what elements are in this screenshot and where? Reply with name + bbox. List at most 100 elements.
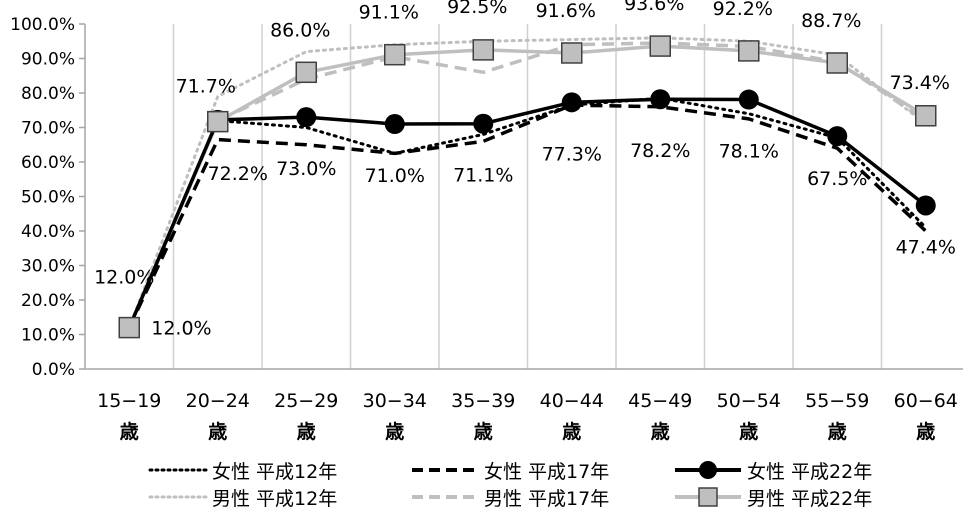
x-tick-labels: 15−19 歳20−24 歳25−29 歳30−34 歳35−39 歳40−44 歳45−4… — [97, 390, 958, 443]
y-tick-label: 20.0% — [21, 291, 75, 311]
data-label: 92.5% — [447, 0, 507, 18]
y-tick-label: 50.0% — [21, 188, 75, 208]
square-marker — [561, 42, 583, 64]
x-tick-label: 55−59 歳 — [805, 390, 869, 443]
data-label: 91.1% — [359, 2, 419, 24]
data-label: 47.4% — [896, 236, 956, 258]
data-label: 88.7% — [801, 10, 861, 32]
square-marker — [649, 35, 671, 57]
axes — [79, 23, 963, 370]
square-marker — [915, 105, 937, 127]
y-tick-label: 40.0% — [21, 222, 75, 242]
data-label: 67.5% — [807, 168, 867, 190]
circle-marker — [296, 107, 317, 128]
x-tick-label-line: 歳 — [916, 421, 935, 443]
circle-marker — [915, 195, 936, 216]
square-marker-icon — [698, 487, 718, 507]
y-tick-label: 90.0% — [21, 50, 75, 70]
x-tick-label-line: 歳 — [297, 421, 316, 443]
y-tick-label: 10.0% — [21, 326, 75, 346]
data-label: 72.2% — [208, 163, 268, 185]
x-tick-label-line: 30−34 — [363, 390, 427, 412]
legend-swatch-male-h22 — [675, 487, 741, 507]
y-tick-label: 100.0% — [10, 15, 75, 35]
data-label: 93.6% — [624, 0, 684, 15]
x-tick-label-line: 歳 — [828, 421, 847, 443]
square-marker — [118, 316, 140, 339]
legend-label-male-h17: 男性 平成17年 — [484, 487, 610, 510]
y-tick-label: 70.0% — [21, 119, 75, 139]
data-label: 78.2% — [630, 140, 690, 162]
x-tick-label: 40−44 歳 — [540, 390, 604, 443]
x-tick-label: 15−19 歳 — [97, 390, 161, 443]
data-label: 71.7% — [176, 76, 236, 98]
x-tick-label-line: 25−29 — [274, 390, 338, 412]
vertical-grid — [172, 24, 883, 369]
series-line — [127, 103, 927, 329]
data-labels: 12.0% 72.2% 73.0% 71.0% 71.1% 77.3% 78.2% 78.1%… — [94, 0, 956, 340]
data-label: 73.0% — [276, 158, 336, 180]
data-label: 78.1% — [719, 141, 779, 163]
legend-label-male-h22: 男性 平成22年 — [747, 487, 873, 510]
data-label: 92.2% — [713, 0, 773, 20]
series-line — [127, 41, 927, 329]
y-tick-label: 80.0% — [21, 84, 75, 104]
legend-item-female-h17: 女性 平成17年 — [410, 458, 609, 483]
legend-swatch-female-h22 — [675, 461, 741, 479]
legend-swatch-male-h12 — [148, 495, 208, 499]
x-tick-label-line: 20−24 — [186, 390, 250, 412]
circle-marker — [561, 92, 582, 113]
x-tick-label-line: 60−64 — [894, 390, 958, 412]
square-marker — [207, 110, 229, 133]
circle-marker — [384, 114, 405, 135]
legend: 女性 平成12年 女性 平成17年 女性 平成22年 男性 平成12年 男性 平… — [148, 458, 948, 510]
series-line — [127, 96, 928, 330]
series-markers — [118, 35, 937, 339]
series-lines — [127, 36, 928, 330]
x-tick-label-line: 50−54 — [717, 390, 781, 412]
x-tick-label-line: 歳 — [474, 421, 493, 443]
legend-item-male-h12: 男性 平成12年 — [148, 485, 338, 510]
legend-swatch-male-h17 — [412, 495, 478, 499]
x-tick-label: 60−64 歳 — [894, 390, 958, 443]
square-marker — [826, 52, 848, 74]
legend-swatch-female-h17 — [412, 468, 478, 472]
data-label: 77.3% — [542, 143, 602, 165]
legend-swatch-female-h12 — [148, 468, 208, 472]
series-line — [127, 36, 928, 330]
legend-item-male-h22: 男性 平成22年 — [673, 485, 873, 510]
square-marker — [472, 39, 494, 61]
x-tick-label: 25−29 歳 — [274, 390, 338, 443]
y-tick-label: 0.0% — [32, 360, 75, 380]
x-tick-label-line: 歳 — [208, 421, 227, 443]
legend-item-female-h12: 女性 平成12年 — [148, 458, 337, 483]
x-tick-label-line: 45−49 — [628, 390, 692, 412]
x-tick-label: 20−24 歳 — [186, 390, 250, 443]
data-label: 86.0% — [270, 19, 330, 41]
data-label: 73.4% — [890, 72, 950, 94]
series-line — [127, 97, 927, 329]
x-tick-label: 30−34 歳 — [363, 390, 427, 443]
legend-item-male-h17: 男性 平成17年 — [410, 485, 610, 510]
x-tick-label-line: 歳 — [120, 421, 139, 443]
data-label: 91.6% — [536, 0, 596, 22]
legend-label-male-h12: 男性 平成12年 — [212, 487, 338, 510]
data-label: 12.0% — [151, 318, 211, 340]
x-tick-label: 50−54 歳 — [717, 390, 781, 443]
legend-label-female-h22: 女性 平成22年 — [747, 460, 873, 483]
data-label: 12.0% — [94, 267, 154, 289]
square-marker — [384, 43, 406, 66]
y-tick-label: 30.0% — [21, 257, 75, 277]
data-label: 71.0% — [365, 165, 425, 187]
circle-marker — [738, 89, 759, 110]
x-tick-label-line: 歳 — [739, 421, 758, 443]
x-tick-label-line: 歳 — [562, 421, 581, 443]
x-tick-label-line: 40−44 — [540, 390, 604, 412]
y-tick-labels: 0.0% 10.0% 20.0% 30.0% 40.0% 50.0% 60.0% 70.0% 8… — [10, 15, 75, 380]
x-tick-label-line: 35−39 — [451, 390, 515, 412]
x-tick-label-line: 15−19 — [97, 390, 161, 412]
square-marker — [295, 61, 317, 84]
square-marker — [738, 40, 760, 62]
x-tick-label: 45−49 歳 — [628, 390, 692, 443]
